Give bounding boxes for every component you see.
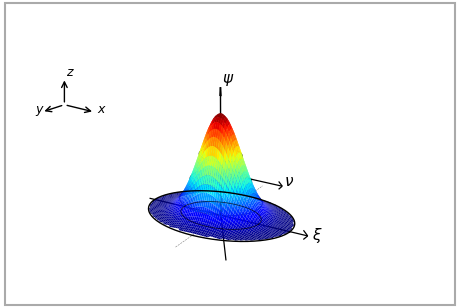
Text: $y$: $y$ (35, 104, 45, 118)
Text: $x$: $x$ (97, 103, 107, 116)
Text: $z$: $z$ (66, 67, 74, 79)
